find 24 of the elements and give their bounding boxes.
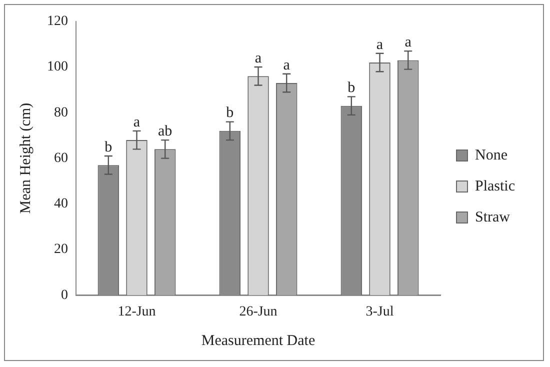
y-tick-label: 120 [47,14,68,30]
y-tick-label: 80 [54,105,68,120]
data-label: a [404,34,412,50]
y-tick-label: 100 [47,60,68,75]
x-tick-label: 26-Jun [239,304,278,320]
data-label: b [226,105,234,122]
y-tick-label: 20 [54,242,68,258]
data-label: b [348,80,356,96]
y-tick-label: 60 [54,150,68,166]
data-label: ab [158,123,172,140]
data-label: a [376,36,384,53]
data-label: b [104,139,112,156]
legend-label: None [475,147,508,164]
y-tick-label: 40 [54,196,68,212]
x-tick-label: 3-Jul [366,304,394,320]
data-label: a [283,57,290,74]
y-axis-title: Mean Height (cm) [18,102,34,214]
data-label: a [254,50,262,66]
data-label: a [133,114,140,130]
x-tick-label: 12-Jun [118,304,156,320]
x-axis-title: Measurement Date [201,332,316,349]
legend-label: Plastic [475,178,516,194]
legend-label: Straw [475,209,510,226]
y-tick-label: 0 [61,288,68,303]
